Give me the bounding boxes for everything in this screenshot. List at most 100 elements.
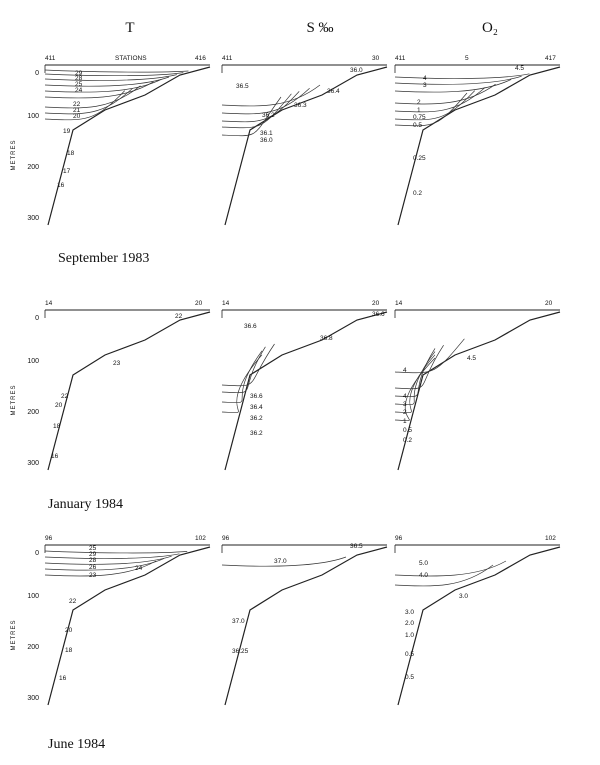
contour <box>44 90 126 121</box>
date-label: September 1983 <box>58 251 149 266</box>
date-label: January 1984 <box>48 497 123 512</box>
contour <box>394 75 522 85</box>
column-header: O₂ <box>482 20 498 36</box>
contour-label: 37.0 <box>274 558 287 565</box>
contour-label: 3 <box>403 401 407 408</box>
contour <box>221 87 310 115</box>
sea-floor <box>397 311 561 471</box>
contour-label: 1 <box>403 418 407 425</box>
contour <box>44 87 133 115</box>
contour-label: 28 <box>75 75 83 82</box>
sea-floor <box>47 546 211 706</box>
contour-label: 23 <box>113 360 121 367</box>
depth-tick-label: 0 <box>35 315 39 322</box>
depth-tick-label: 300 <box>27 460 39 467</box>
contour-label: 4 <box>423 75 427 82</box>
contour-label: 0.5 <box>403 427 412 434</box>
contour-label: 0.5 <box>413 122 422 129</box>
contour <box>394 351 436 406</box>
contour-label: 5.0 <box>419 560 428 567</box>
axis-title: METRES <box>11 619 17 650</box>
contour <box>44 76 170 87</box>
contour <box>394 357 436 421</box>
contour-label: 0.25 <box>413 155 426 162</box>
contour <box>221 346 266 394</box>
depth-tick-label: 200 <box>27 164 39 171</box>
contour-label: 29 <box>75 70 83 77</box>
station-label: 96 <box>222 535 230 542</box>
contour <box>221 350 263 404</box>
axis-title: METRES <box>11 139 17 170</box>
contour <box>394 338 465 374</box>
depth-tick-label: 300 <box>27 215 39 222</box>
station-label: 5 <box>465 55 469 62</box>
depth-tick-label: 100 <box>27 113 39 120</box>
station-label: 14 <box>45 300 53 307</box>
column-header: T <box>125 20 134 36</box>
station-label: 14 <box>222 300 230 307</box>
contour <box>394 560 507 577</box>
contour-label: 16 <box>59 675 67 682</box>
contour <box>394 79 512 93</box>
contour-label: 21 <box>73 107 81 114</box>
contour-label: 16 <box>51 453 59 460</box>
contour-label: 36.2 <box>262 112 275 119</box>
contour-label: 3.0 <box>459 593 468 600</box>
contour <box>44 85 141 109</box>
contour <box>394 564 494 587</box>
contour-label: 18 <box>53 423 61 430</box>
station-label: 102 <box>545 535 556 542</box>
depth-tick-label: 200 <box>27 644 39 651</box>
contour <box>394 73 530 79</box>
station-label: STATIONS <box>115 55 147 62</box>
contour <box>221 96 282 137</box>
depth-tick-label: 0 <box>35 70 39 77</box>
contour-label: 18 <box>65 647 73 654</box>
contour-label: 36.25 <box>232 648 249 655</box>
contour-label: 36.3 <box>294 102 307 109</box>
contour-label: 20 <box>73 113 81 120</box>
contour <box>221 93 292 129</box>
contour-label: 0.2 <box>403 437 412 444</box>
contour-label: 4.5 <box>467 355 476 362</box>
contour <box>44 555 172 565</box>
contour <box>221 354 263 413</box>
sea-floor <box>397 66 561 226</box>
contour-label: 2.0 <box>405 620 414 627</box>
station-label: 416 <box>195 55 206 62</box>
contour-label: 17 <box>63 168 71 175</box>
contour-label: 36.4 <box>250 404 263 411</box>
station-label: 96 <box>45 535 53 542</box>
contour <box>394 92 468 127</box>
contour-label: 36.0 <box>260 137 273 144</box>
contour-label: 36.8 <box>320 335 333 342</box>
contour <box>44 560 157 577</box>
contour-label: 0.5 <box>405 674 414 681</box>
sea-floor <box>224 66 388 226</box>
station-label: 20 <box>195 300 203 307</box>
contour-label: 24 <box>75 87 83 94</box>
contour <box>394 83 496 105</box>
station-label: 30 <box>372 55 380 62</box>
contour-label: 24 <box>135 565 143 572</box>
sea-floor <box>224 311 388 471</box>
station-label: 20 <box>372 300 380 307</box>
contour <box>394 90 476 121</box>
contour-label: 16 <box>57 182 65 189</box>
contour-label: 36.6 <box>250 393 263 400</box>
column-header: S ‰ <box>306 20 333 36</box>
contour <box>44 69 189 73</box>
contour-label: 4 <box>403 367 407 374</box>
contour <box>44 553 180 559</box>
contour-label: 18 <box>67 150 75 157</box>
station-label: 102 <box>195 535 206 542</box>
contour-label: 36.5 <box>236 83 249 90</box>
depth-tick-label: 100 <box>27 358 39 365</box>
sea-floor <box>224 546 388 706</box>
contour-label: 0.75 <box>413 114 426 121</box>
station-label: 411 <box>222 55 233 62</box>
contour-label: 2 <box>403 409 407 416</box>
sea-floor <box>397 546 561 706</box>
contour <box>44 81 154 99</box>
